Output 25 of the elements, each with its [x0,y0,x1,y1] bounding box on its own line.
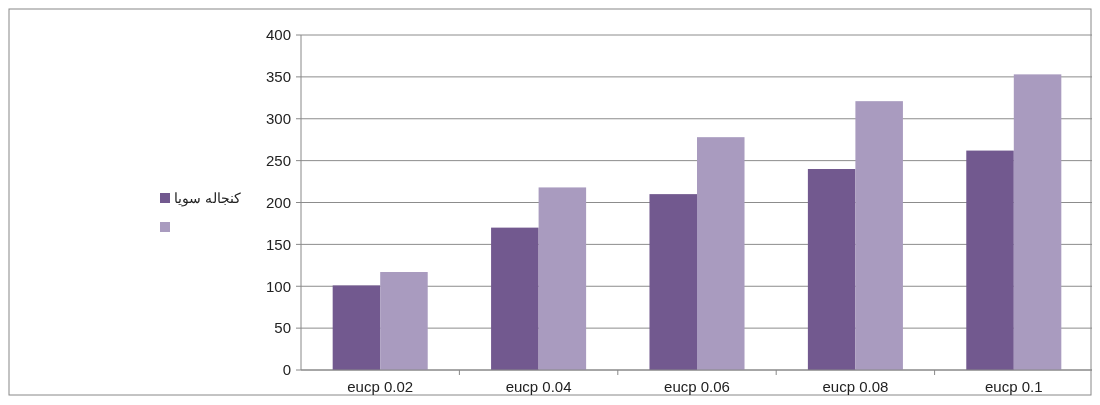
bar [380,272,428,370]
bar [807,169,856,370]
bar [538,187,587,370]
y-tick-label: 150 [265,235,291,253]
x-tick-label: eucp 0.04 [505,378,572,395]
y-tick-label: 100 [265,277,291,295]
y-tick-label: 50 [274,319,291,337]
y-tick-label: 350 [265,68,291,86]
bar [649,194,697,370]
x-tick-label: eucp 0.02 [347,378,414,395]
bar [1013,74,1062,370]
x-tick-label: eucp 0.08 [822,378,889,395]
bar [332,285,381,370]
legend-label: کنجاله سویا [174,189,241,207]
x-tick-label: eucp 0.06 [664,378,730,395]
y-tick-label: 200 [265,193,291,211]
y-tick-label: 300 [265,110,291,127]
bar [966,150,1014,370]
bar [491,227,539,370]
y-tick-label: 250 [265,151,291,169]
x-tick-label: eucp 0.1 [985,378,1043,395]
bar [855,101,903,370]
y-tick-label: 0 [282,361,291,379]
bar [697,137,745,370]
y-tick-label: 400 [265,26,291,44]
